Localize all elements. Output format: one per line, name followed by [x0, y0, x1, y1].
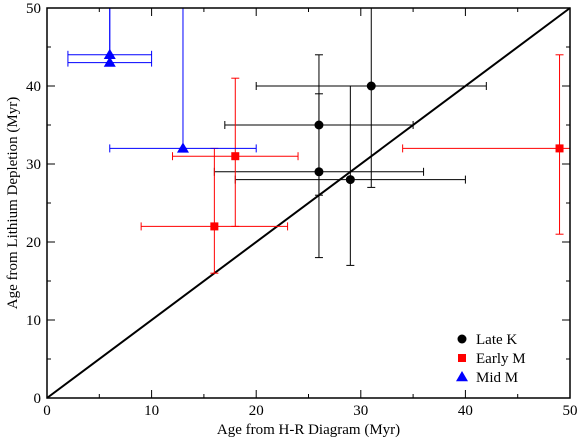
data-point-early-m — [555, 144, 564, 153]
series-layer — [46, 7, 571, 399]
data-point-mid-m — [103, 56, 116, 67]
data-point-early-m — [231, 152, 240, 161]
errorbar-mid-m — [109, 8, 257, 153]
y-tick-label: 10 — [26, 313, 41, 329]
errorbar-early-m — [402, 54, 570, 235]
x-tick-label: 40 — [458, 403, 473, 419]
legend-marker-mid-m — [456, 371, 468, 382]
x-tick-label: 10 — [144, 403, 159, 419]
errorbar-late-k — [255, 8, 487, 188]
legend-label-late-k: Late K — [476, 332, 517, 348]
legend-marker-late-k — [457, 334, 467, 344]
y-tick-label: 40 — [26, 79, 41, 95]
legend: Late K Early M Mid M — [456, 332, 526, 386]
errorbar-early-m — [140, 147, 289, 274]
legend-marker-early-m — [458, 354, 466, 362]
data-point-mid-m — [176, 142, 189, 153]
x-tick-label: 50 — [563, 403, 578, 419]
x-tick-label: 0 — [43, 403, 51, 419]
y-tick-label: 30 — [26, 157, 41, 173]
data-point-late-k — [366, 81, 376, 91]
data-point-early-m — [210, 222, 219, 231]
legend-label-mid-m: Mid M — [476, 370, 518, 386]
x-tick-label: 20 — [249, 403, 264, 419]
reference-line — [46, 7, 571, 399]
ticks-layer: 0 10 20 30 40 50 0 10 20 30 40 50 — [26, 1, 578, 419]
x-axis-title: Age from H-R Diagram (Myr) — [217, 422, 400, 438]
y-tick-label: 0 — [34, 391, 42, 407]
legend-label-early-m: Early M — [476, 351, 526, 367]
series-mid-m — [67, 8, 257, 153]
data-point-late-k — [345, 175, 355, 185]
y-tick-label: 20 — [26, 235, 41, 251]
y-tick-label: 50 — [26, 1, 41, 17]
data-point-late-k — [314, 167, 324, 177]
x-tick-label: 30 — [353, 403, 368, 419]
y-axis-title: Age from Lithium Depletion (Myr) — [5, 97, 21, 309]
series-late-k — [213, 8, 487, 266]
series-early-m — [140, 54, 570, 274]
